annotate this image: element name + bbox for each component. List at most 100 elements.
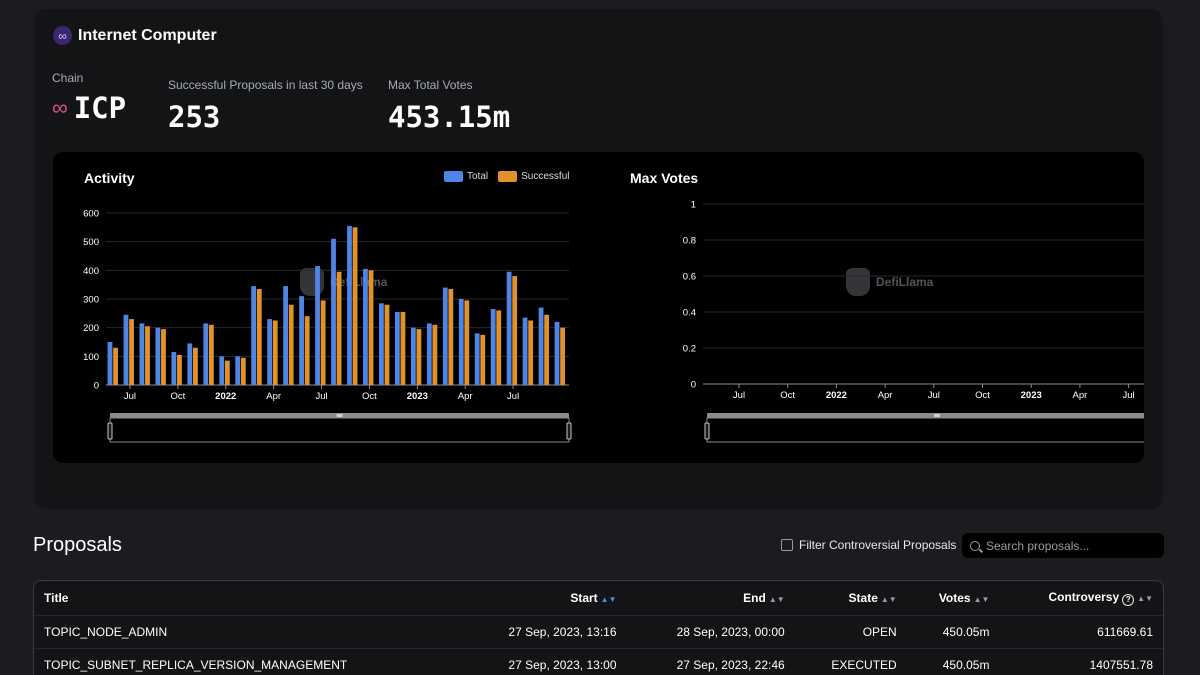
bar-total	[315, 266, 320, 385]
sort-icon[interactable]: ▲▼	[600, 594, 617, 604]
help-icon[interactable]: ?	[1122, 593, 1135, 606]
bar-total	[522, 317, 528, 385]
llama-logo-icon	[846, 268, 870, 296]
zoom-handle-left	[704, 422, 710, 440]
x-tick-label: 2023	[1021, 390, 1042, 401]
column-header-title[interactable]: Title	[44, 590, 69, 605]
bar-successful	[544, 314, 550, 385]
bar-successful	[113, 347, 118, 385]
legend-label-total[interactable]: Total	[467, 171, 489, 182]
proposals-stat: Successful Proposals in last 30 days 253	[168, 78, 363, 134]
activity-chart: Activity Total Successful DefiLlama 0 100…	[53, 152, 598, 463]
bar-total	[474, 333, 480, 385]
cell-state: OPEN	[794, 614, 907, 648]
charts-panel: Activity Total Successful DefiLlama 0 100…	[53, 152, 1144, 463]
zoom-handle-right	[566, 422, 572, 440]
cell-controversy: 611669.61	[999, 614, 1163, 648]
infinity-icon: ∞	[53, 26, 72, 45]
x-tick-label: Jul	[733, 390, 745, 401]
x-tick-label: Oct	[780, 390, 795, 401]
filter-checkbox[interactable]	[781, 539, 793, 551]
y-tick-label: 500	[83, 237, 99, 248]
chain-symbol: ICP	[73, 91, 127, 125]
y-tick-label: 0.6	[683, 272, 696, 283]
column-header-votes[interactable]: Votes ▲▼	[938, 590, 990, 605]
infinity-icon: ∞	[52, 95, 68, 120]
x-tick-label: Jul	[928, 390, 940, 401]
bar-total	[251, 286, 257, 385]
bar-successful	[208, 324, 214, 385]
bar-successful	[240, 357, 246, 385]
column-header-state[interactable]: State ▲▼	[848, 590, 897, 605]
column-header-start[interactable]: Start ▲▼	[570, 590, 617, 605]
zoom-slider-track	[707, 413, 1144, 418]
bar-successful	[560, 327, 566, 385]
cell-title: TOPIC_NODE_ADMIN	[34, 614, 459, 648]
bar-total	[554, 321, 560, 385]
sort-icon[interactable]: ▲▼	[1137, 593, 1153, 603]
bar-total	[235, 356, 241, 385]
bar-total	[331, 238, 336, 385]
y-tick-label: 400	[83, 266, 99, 277]
cell-controversy: 1407551.78	[999, 647, 1163, 675]
legend-swatch-total[interactable]	[444, 171, 463, 182]
votes-value: 453.15m	[388, 100, 511, 134]
table-row[interactable]: TOPIC_NODE_ADMIN 27 Sep, 2023, 13:16 28 …	[34, 614, 1163, 648]
filter-controversial[interactable]: Filter Controversial Proposals	[781, 538, 956, 552]
legend-label-successful[interactable]: Successful	[521, 171, 570, 182]
y-tick-label: 200	[83, 323, 99, 334]
bar-total	[506, 271, 512, 385]
bar-total	[219, 356, 225, 385]
filter-label[interactable]: Filter Controversial Proposals	[799, 538, 957, 552]
bar-total	[203, 323, 209, 385]
y-tick-label: 0	[94, 381, 99, 392]
bar-total	[107, 342, 113, 385]
x-tick-label: Jul	[507, 391, 519, 402]
search-box[interactable]	[962, 533, 1164, 558]
table-header-row: Title Start ▲▼ End ▲▼ State ▲▼ Votes ▲▼ Cont…	[34, 581, 1163, 615]
legend-swatch-successful[interactable]	[498, 171, 518, 182]
x-tick-label: Oct	[170, 391, 185, 402]
bar-total	[283, 286, 289, 385]
table-row[interactable]: TOPIC_SUBNET_REPLICA_VERSION_MANAGEMENT …	[34, 647, 1163, 675]
y-tick-label: 100	[83, 352, 99, 363]
bar-successful	[304, 316, 310, 385]
x-tick-label: Apr	[266, 391, 281, 402]
sort-icon[interactable]: ▲▼	[973, 594, 990, 604]
column-header-controversy[interactable]: Controversy? ▲▼	[1048, 589, 1153, 606]
bar-total	[347, 225, 352, 385]
activity-chart-title: Activity	[84, 170, 135, 186]
max-votes-chart-svg: 0 0.2 0.4 0.6 0.8 1 Jul Oct 2022 Apr Jul Oct 2023 Apr…	[683, 200, 1144, 443]
x-tick-label: Apr	[1073, 390, 1088, 401]
bar-total	[299, 296, 304, 385]
bar-successful	[368, 270, 374, 385]
bar-successful	[480, 334, 486, 385]
search-input[interactable]	[986, 538, 1156, 553]
zoom-slider-grip	[934, 414, 940, 417]
chain-name: Internet Computer	[78, 26, 217, 44]
sort-icon[interactable]: ▲▼	[768, 594, 785, 604]
bar-successful	[193, 347, 198, 385]
y-tick-label: 0	[691, 380, 696, 391]
proposals-value: 253	[168, 100, 221, 134]
sort-icon[interactable]: ▲▼	[880, 594, 897, 604]
column-header-end[interactable]: End ▲▼	[743, 590, 785, 605]
cell-start: 27 Sep, 2023, 13:00	[458, 647, 627, 675]
y-tick-label: 600	[83, 209, 99, 220]
cell-votes: 450.05m	[906, 614, 1000, 648]
zoom-handle-left	[107, 422, 113, 440]
bar-successful	[352, 227, 358, 385]
bar-successful	[288, 304, 294, 385]
chain-overview-card: ∞ Internet Computer Chain ∞ ICP Successf…	[34, 9, 1163, 509]
chain-label: Chain	[52, 71, 84, 85]
bar-successful	[256, 288, 262, 385]
bar-total	[379, 303, 384, 385]
bar-successful	[528, 320, 534, 385]
bar-successful	[336, 271, 342, 385]
bar-total	[123, 314, 129, 385]
cell-title: TOPIC_SUBNET_REPLICA_VERSION_MANAGEMENT	[34, 647, 459, 675]
x-tick-label: Oct	[362, 391, 377, 402]
bar-successful	[384, 304, 390, 385]
y-tick-label: 0.4	[683, 308, 696, 319]
cell-state: EXECUTED	[794, 647, 907, 675]
